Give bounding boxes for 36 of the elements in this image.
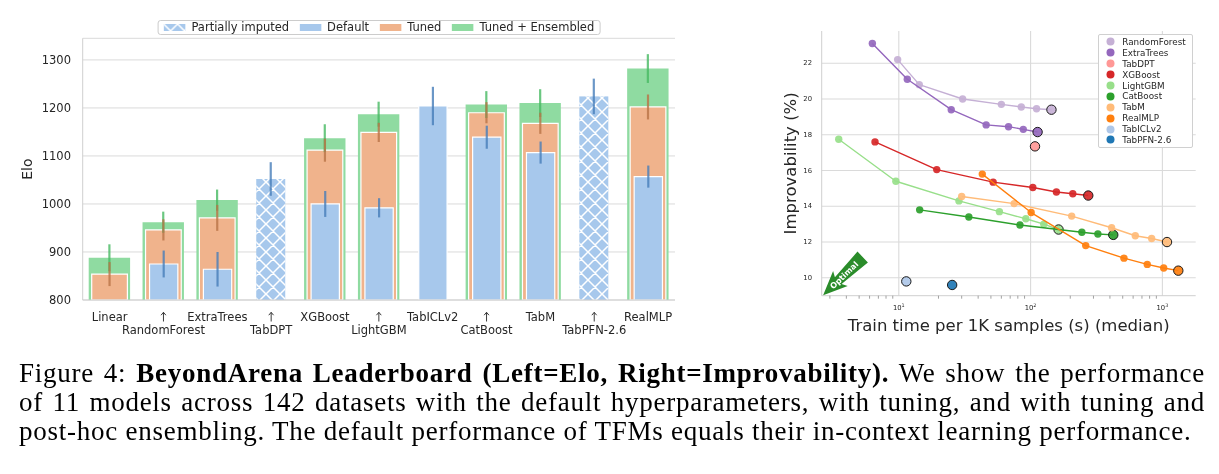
x-tick-label: Linear bbox=[91, 309, 128, 324]
y-tick-label: 1200 bbox=[41, 100, 71, 115]
legend-label: TabDPT bbox=[1122, 58, 1155, 69]
text: BeyondArena Leaderboard (Left=Elo, Right=Improvability). bbox=[136, 358, 890, 388]
legend-label: LightGBM bbox=[1122, 80, 1165, 91]
legend-label: TabPFN-2.6 bbox=[1122, 134, 1172, 145]
legend-label: CatBoost bbox=[1122, 91, 1163, 102]
y-axis-title: Elo bbox=[19, 158, 35, 180]
x-tick-label: CatBoost bbox=[460, 323, 514, 338]
y-tick-label: 900 bbox=[49, 244, 71, 259]
caption: Figure 4: bbox=[19, 358, 127, 388]
x-tick-label: ExtraTrees bbox=[187, 309, 248, 324]
x-tick-label: TabPFN-2.6 bbox=[561, 323, 627, 338]
legend-label: ExtraTrees bbox=[1122, 47, 1169, 58]
legend-label: RealMLP bbox=[1122, 113, 1160, 124]
legend-label: TabM bbox=[1122, 102, 1145, 113]
x-tick-label: TabDPT bbox=[249, 323, 294, 338]
legend-label: RandomForest bbox=[1122, 36, 1186, 47]
x-tick-label: RealMLP bbox=[624, 309, 673, 324]
y-tick-label: 1300 bbox=[41, 52, 71, 67]
legend-label: XGBoost bbox=[1122, 69, 1160, 80]
x-tick-label: LightGBM bbox=[351, 323, 407, 338]
x-axis-title: Train time per 1K samples (s) (median) bbox=[846, 315, 1170, 335]
legend-label: Default bbox=[327, 20, 370, 34]
legend-label: Tuned bbox=[407, 20, 442, 34]
y-tick-label: 1100 bbox=[41, 148, 71, 163]
x-tick-label: XGBoost bbox=[300, 309, 351, 324]
y-axis-title: Improvability (%) bbox=[780, 92, 800, 235]
legend-label: TabICLv2 bbox=[1122, 124, 1162, 135]
x-tick-label: TabICLv2 bbox=[405, 309, 459, 324]
x-tick-label: RandomForest bbox=[122, 323, 206, 338]
legend-label: Partially imputed bbox=[191, 20, 290, 34]
x-tick-label: TabM bbox=[524, 309, 556, 324]
y-tick-label: 800 bbox=[49, 293, 71, 307]
legend-label: Tuned + Ensembled bbox=[479, 20, 595, 34]
y-tick-label: 1000 bbox=[41, 196, 71, 211]
